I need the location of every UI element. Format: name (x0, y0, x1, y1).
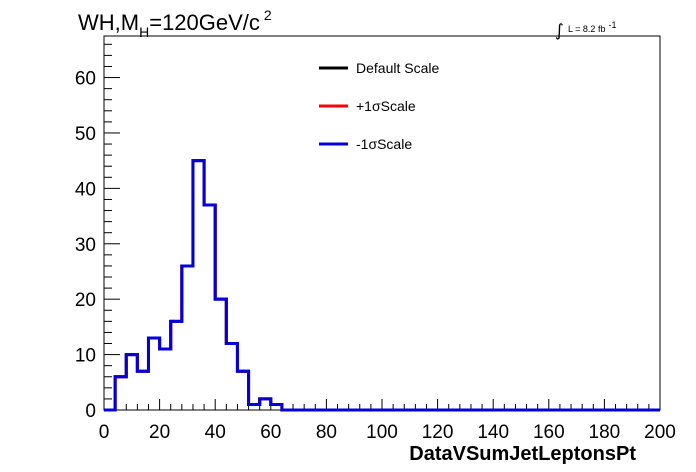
x-tick-label: 160 (533, 422, 565, 443)
x-axis: 0 20 40 60 80 100 120 140 160 180 200 (99, 399, 676, 443)
series-layer (104, 159, 660, 412)
lumi-integral-symbol: ∫ (555, 21, 564, 41)
legend: Default Scale +1σScale -1σScale (319, 60, 439, 152)
x-tick-label: 100 (366, 422, 398, 443)
x-tick-label: 200 (644, 422, 676, 443)
series-line-1 (104, 159, 660, 412)
lumi-text: L = 8.2 fb (568, 24, 605, 34)
x-tick-label: 20 (149, 422, 170, 443)
title-subscript: H (139, 24, 149, 40)
x-axis-title: DataVSumJetLeptonsPt (409, 443, 636, 465)
series-line-2 (104, 159, 660, 412)
x-tick-label: 80 (316, 422, 337, 443)
y-tick-label: 30 (75, 235, 96, 256)
legend-label-0: Default Scale (356, 60, 439, 76)
title-superscript: 2 (264, 7, 272, 23)
plot-frame (103, 35, 661, 411)
x-tick-label: 120 (422, 422, 454, 443)
legend-label-2: -1σScale (356, 136, 412, 152)
y-tick-label: 50 (75, 124, 96, 145)
legend-label-1: +1σScale (356, 98, 416, 114)
x-tick-label: 40 (205, 422, 226, 443)
chart-title: WH,MH=120GeV/c 2 (78, 7, 272, 40)
x-tick-label: 140 (477, 422, 509, 443)
y-axis: 0 10 20 30 40 50 60 (75, 43, 120, 422)
title-prefix: WH,M (78, 10, 139, 35)
y-tick-label: 20 (75, 290, 96, 311)
x-tick-label: 180 (589, 422, 621, 443)
y-tick-label: 60 (75, 69, 96, 90)
lumi-exponent: -1 (608, 20, 616, 30)
x-tick-label: 0 (99, 422, 110, 443)
y-tick-label: 0 (85, 401, 96, 422)
x-tick-label: 60 (260, 422, 281, 443)
y-tick-label: 10 (75, 346, 96, 367)
series-line-0 (104, 159, 660, 412)
y-tick-label: 40 (75, 179, 96, 200)
title-suffix: =120GeV/c (149, 10, 260, 35)
lumi-label: L = 8.2 fb -1 (568, 20, 616, 34)
